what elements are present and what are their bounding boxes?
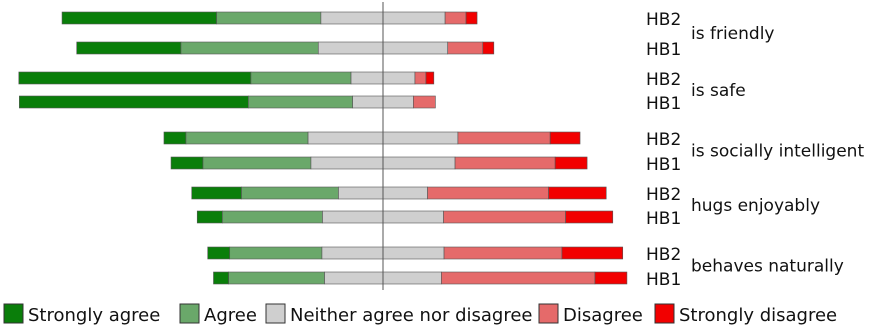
bar-hugs-enjoyably-hb2-strongly-disagree: [548, 186, 607, 200]
bar-is-socially-intelligent-hb2-strongly-disagree: [549, 131, 581, 145]
bar-is-friendly-hb1-strongly-disagree: [482, 41, 495, 55]
group-label: HB2: [646, 10, 681, 30]
bar-hugs-enjoyably-hb2-disagree: [427, 186, 549, 200]
bar-hugs-enjoyably-hb1-disagree: [443, 210, 566, 224]
bar-hugs-enjoyably-hb2-agree: [241, 186, 339, 200]
item-label: is safe: [691, 81, 746, 101]
bar-is-safe-hb2-agree: [250, 71, 352, 85]
bar-hugs-enjoyably-hb1-agree: [222, 210, 323, 224]
group-label: HB1: [646, 94, 681, 114]
legend-label-strongly-disagree: Strongly disagree: [679, 305, 837, 326]
item-label: is friendly: [691, 24, 775, 44]
group-label: HB2: [646, 245, 681, 265]
bar-is-friendly-hb1-strongly-agree: [76, 41, 182, 55]
legend-swatch-neither-agree-nor-disagree: [265, 303, 286, 324]
bar-is-safe-hb1-disagree: [413, 95, 436, 109]
legend-label-neither-agree-nor-disagree: Neither agree nor disagree: [290, 305, 533, 326]
group-label: HB2: [646, 70, 681, 90]
legend-swatch-disagree: [538, 303, 559, 324]
bar-is-safe-hb2-strongly-disagree: [425, 71, 435, 85]
bar-behaves-naturally-hb1-agree: [228, 271, 325, 285]
bar-is-safe-hb2-strongly-agree: [18, 71, 252, 85]
bar-hugs-enjoyably-hb2-strongly-agree: [191, 186, 242, 200]
bar-is-safe-hb2-disagree: [414, 71, 427, 85]
item-label: hugs enjoyably: [691, 196, 820, 216]
labels-layer: HB2 HB1 is friendly HB2 HB1 is safe HB2 HB1 is s…: [646, 10, 864, 290]
bar-behaves-naturally-hb2-strongly-disagree: [561, 246, 624, 260]
bar-behaves-naturally-hb2-strongly-agree: [207, 246, 231, 260]
bar-is-socially-intelligent-hb1-strongly-agree: [170, 156, 204, 170]
bar-behaves-naturally-hb2-disagree: [443, 246, 563, 260]
legend-label-strongly-agree: Strongly agree: [28, 305, 160, 326]
bars-layer: [18, 11, 628, 285]
group-label: HB1: [646, 155, 681, 175]
bar-hugs-enjoyably-hb1-strongly-agree: [196, 210, 223, 224]
legend-swatch-strongly-agree: [3, 303, 24, 324]
bar-is-socially-intelligent-hb1-agree: [202, 156, 312, 170]
bar-is-safe-hb1-agree: [248, 95, 353, 109]
group-label: HB1: [646, 40, 681, 60]
bar-behaves-naturally-hb1-disagree: [441, 271, 596, 285]
bar-is-friendly-hb1-disagree: [447, 41, 484, 55]
bar-is-friendly-hb2-agree: [216, 11, 322, 25]
item-label: is socially intelligent: [691, 142, 864, 162]
bar-behaves-naturally-hb1-strongly-agree: [213, 271, 229, 285]
group-label: HB2: [646, 185, 681, 205]
bar-is-friendly-hb2-disagree: [444, 11, 467, 25]
bar-is-socially-intelligent-hb2-agree: [185, 131, 309, 145]
bar-is-friendly-hb1-agree: [180, 41, 319, 55]
legend-swatch-strongly-disagree: [654, 303, 675, 324]
legend-label-agree: Agree: [204, 305, 257, 326]
bar-is-safe-hb1-strongly-agree: [19, 95, 249, 109]
legend-swatch-agree: [179, 303, 200, 324]
bar-behaves-naturally-hb1-strongly-disagree: [594, 271, 628, 285]
item-label: behaves naturally: [691, 257, 844, 277]
bar-is-friendly-hb2-strongly-disagree: [465, 11, 478, 25]
legend-label-disagree: Disagree: [563, 305, 643, 326]
bar-is-socially-intelligent-hb1-disagree: [454, 156, 556, 170]
bar-behaves-naturally-hb2-agree: [229, 246, 323, 260]
bar-is-socially-intelligent-hb2-strongly-agree: [163, 131, 187, 145]
bar-is-socially-intelligent-hb2-disagree: [457, 131, 551, 145]
group-label: HB1: [646, 270, 681, 290]
group-label: HB1: [646, 209, 681, 229]
bar-hugs-enjoyably-hb1-strongly-disagree: [565, 210, 614, 224]
legend: Strongly agree Agree Neither agree nor dis…: [3, 303, 837, 326]
group-label: HB2: [646, 130, 681, 150]
bar-is-friendly-hb2-strongly-agree: [61, 11, 217, 25]
bar-is-socially-intelligent-hb1-strongly-disagree: [554, 156, 588, 170]
